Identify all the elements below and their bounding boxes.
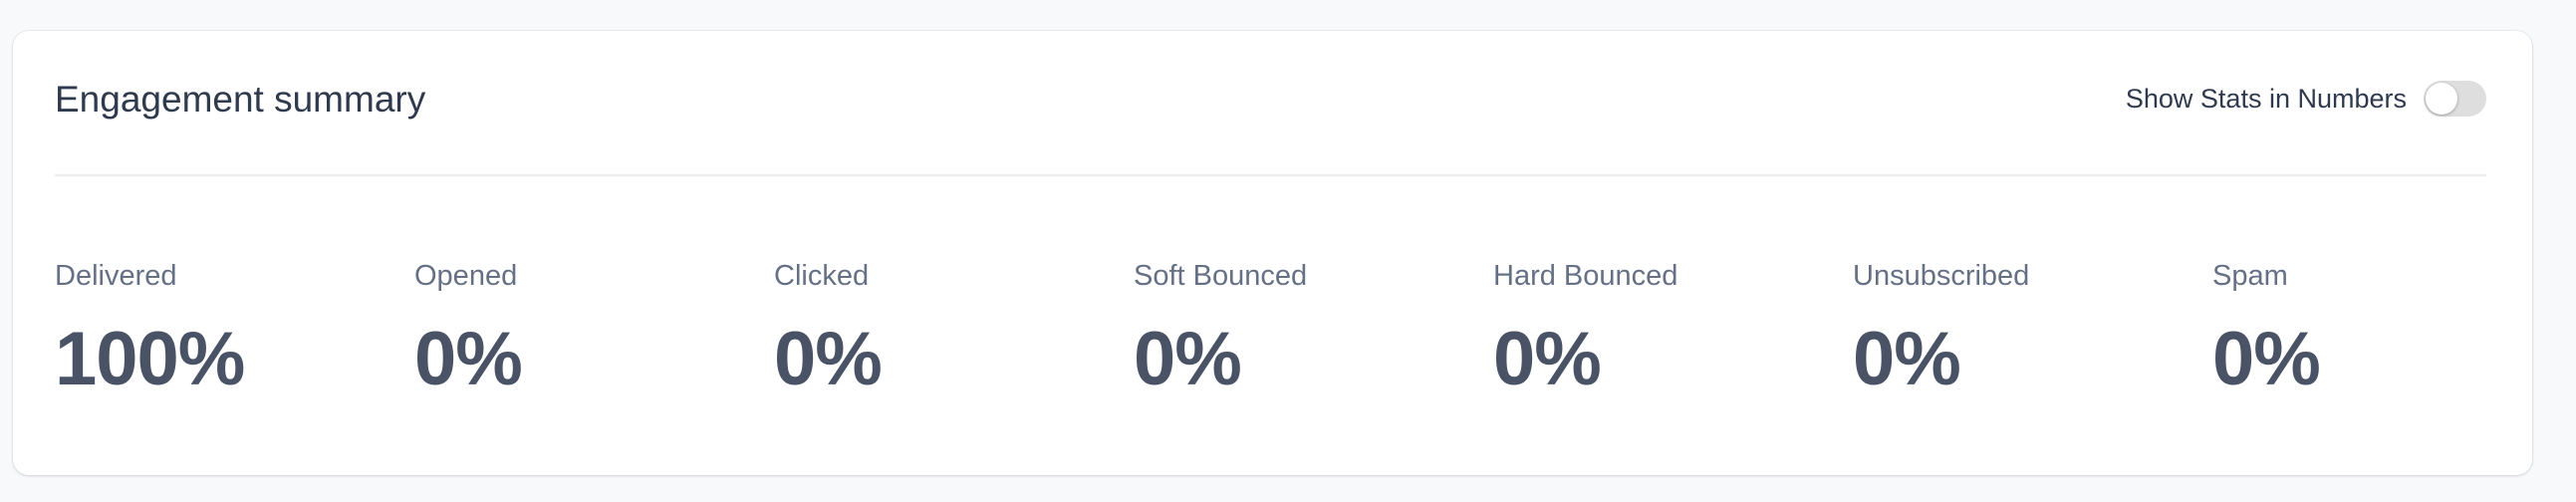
stats-row: Delivered 100% Opened 0% Clicked 0% Soft… — [55, 260, 2572, 402]
show-stats-toggle-group: Show Stats in Numbers — [2126, 81, 2486, 117]
stat-value: 100% — [55, 317, 245, 401]
stat-delivered: Delivered 100% — [55, 260, 414, 402]
stat-spam: Spam 0% — [2212, 260, 2572, 402]
stat-label: Delivered — [55, 260, 177, 292]
divider — [55, 174, 2486, 176]
stat-value: 0% — [1493, 317, 1602, 401]
stat-value: 0% — [1134, 317, 1242, 401]
stat-label: Opened — [414, 260, 518, 292]
stat-value: 0% — [2212, 317, 2321, 401]
stat-label: Clicked — [774, 260, 870, 292]
toggle-knob — [2426, 83, 2457, 115]
stat-value: 0% — [414, 317, 523, 401]
stat-label: Hard Bounced — [1493, 260, 1678, 292]
stat-label: Soft Bounced — [1134, 260, 1308, 292]
engagement-summary-card: Engagement summary Show Stats in Numbers… — [13, 31, 2532, 475]
toggle-label: Show Stats in Numbers — [2125, 83, 2407, 114]
stat-soft-bounced: Soft Bounced 0% — [1134, 260, 1493, 402]
stat-unsubscribed: Unsubscribed 0% — [1853, 260, 2212, 402]
stat-label: Spam — [2212, 260, 2288, 292]
stat-value: 0% — [1853, 317, 1961, 401]
stat-opened: Opened 0% — [414, 260, 774, 402]
stat-hard-bounced: Hard Bounced 0% — [1493, 260, 1853, 402]
stat-clicked: Clicked 0% — [774, 260, 1134, 402]
stat-label: Unsubscribed — [1853, 260, 2030, 292]
show-stats-in-numbers-toggle[interactable] — [2424, 81, 2486, 117]
stat-value: 0% — [774, 317, 883, 401]
card-title: Engagement summary — [55, 79, 426, 120]
